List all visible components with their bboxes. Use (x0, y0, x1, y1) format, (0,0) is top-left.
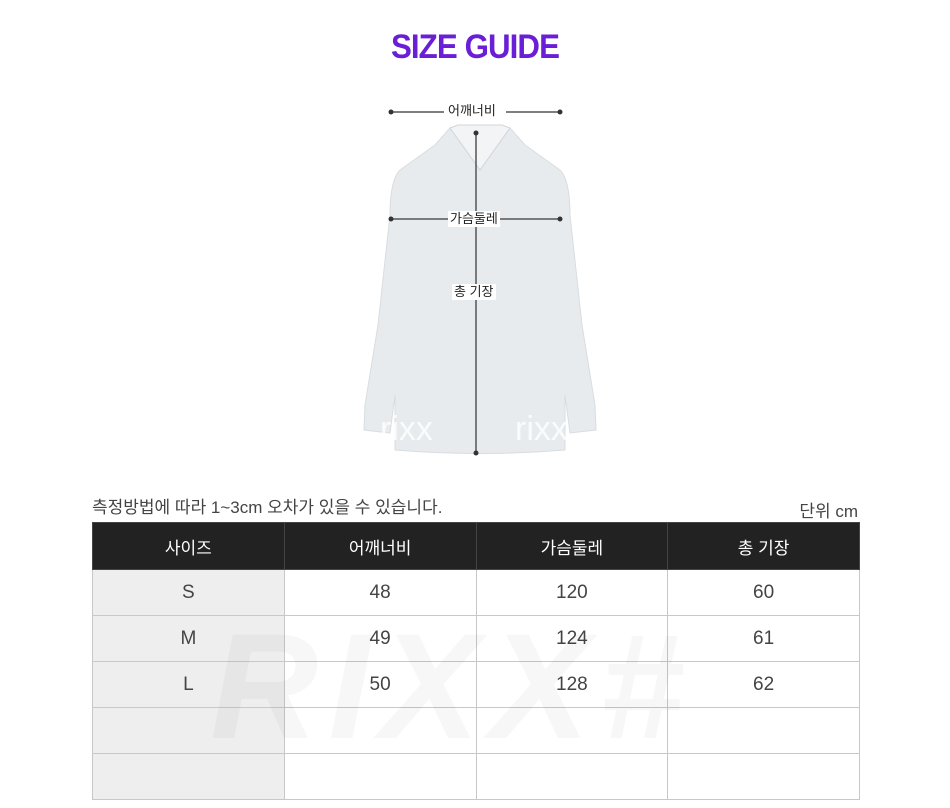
length-cell: 60 (667, 569, 860, 616)
size-cell: L (92, 661, 285, 708)
shirt-illustration: rixx rixx (363, 109, 597, 456)
shirt-measurement-figure: rixx rixx 어깨너비 가슴둘레 총 기장 (320, 95, 640, 465)
length-cell: 61 (667, 615, 860, 662)
header-length: 총 기장 (667, 522, 860, 570)
table-row (92, 707, 860, 754)
shoulder-cell (283, 753, 477, 800)
size-cell (92, 707, 285, 754)
header-size: 사이즈 (92, 522, 285, 570)
shoulder-label: 어깨너비 (446, 103, 498, 119)
shoulder-cell: 49 (283, 615, 477, 662)
length-cell (667, 753, 860, 800)
length-label: 총 기장 (452, 284, 496, 300)
length-cell (667, 707, 860, 754)
size-cell (92, 753, 285, 800)
chest-cell (475, 753, 669, 800)
size-table: 사이즈 어깨너비 가슴둘레 총 기장 S 48 120 60 M 49 124 61 L 50 12… (92, 522, 860, 800)
unit-label: 단위 cm (799, 502, 858, 521)
size-cell: M (92, 615, 285, 662)
chest-cell: 120 (475, 569, 669, 616)
header-shoulder: 어깨너비 (283, 522, 477, 570)
chest-cell: 128 (475, 661, 669, 708)
length-cell: 62 (667, 661, 860, 708)
measurement-note: 측정방법에 따라 1~3cm 오차가 있을 수 있습니다. (92, 498, 443, 517)
watermark-right: rixx (515, 410, 568, 448)
table-row: S 48 120 60 (92, 569, 860, 616)
shoulder-cell (283, 707, 477, 754)
size-cell: S (92, 569, 285, 616)
shoulder-cell: 50 (283, 661, 477, 708)
chest-cell (475, 707, 669, 754)
table-row: M 49 124 61 (92, 615, 860, 662)
shoulder-cell: 48 (283, 569, 477, 616)
table-row (92, 753, 860, 800)
table-header-row: 사이즈 어깨너비 가슴둘레 총 기장 (92, 522, 860, 570)
page-title: SIZE GUIDE (390, 28, 560, 66)
header-chest: 가슴둘레 (475, 522, 669, 570)
chest-label: 가슴둘레 (448, 211, 500, 227)
chest-cell: 124 (475, 615, 669, 662)
watermark-left: rixx (380, 410, 433, 448)
table-row: L 50 128 62 (92, 661, 860, 708)
